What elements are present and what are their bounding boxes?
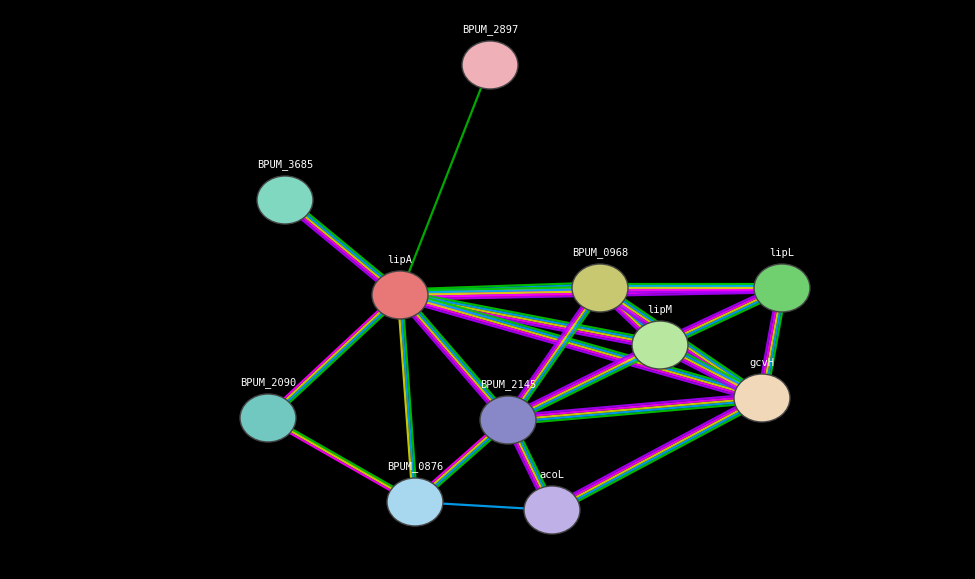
Ellipse shape bbox=[734, 374, 790, 422]
Ellipse shape bbox=[240, 394, 296, 442]
Ellipse shape bbox=[257, 176, 313, 224]
Text: gcvH: gcvH bbox=[750, 358, 774, 368]
Text: acoL: acoL bbox=[539, 470, 565, 480]
Text: lipL: lipL bbox=[769, 248, 795, 258]
Ellipse shape bbox=[632, 321, 688, 369]
Text: BPUM_2897: BPUM_2897 bbox=[462, 24, 518, 35]
Text: lipA: lipA bbox=[387, 255, 412, 265]
Ellipse shape bbox=[387, 478, 443, 526]
Text: BPUM_3685: BPUM_3685 bbox=[256, 159, 313, 170]
Ellipse shape bbox=[572, 264, 628, 312]
Ellipse shape bbox=[480, 396, 536, 444]
Ellipse shape bbox=[372, 271, 428, 319]
Text: lipM: lipM bbox=[647, 305, 673, 315]
Ellipse shape bbox=[524, 486, 580, 534]
Ellipse shape bbox=[462, 41, 518, 89]
Text: BPUM_2090: BPUM_2090 bbox=[240, 377, 296, 388]
Text: BPUM_0876: BPUM_0876 bbox=[387, 461, 443, 472]
Text: BPUM_2145: BPUM_2145 bbox=[480, 379, 536, 390]
Text: BPUM_0968: BPUM_0968 bbox=[572, 247, 628, 258]
Ellipse shape bbox=[754, 264, 810, 312]
